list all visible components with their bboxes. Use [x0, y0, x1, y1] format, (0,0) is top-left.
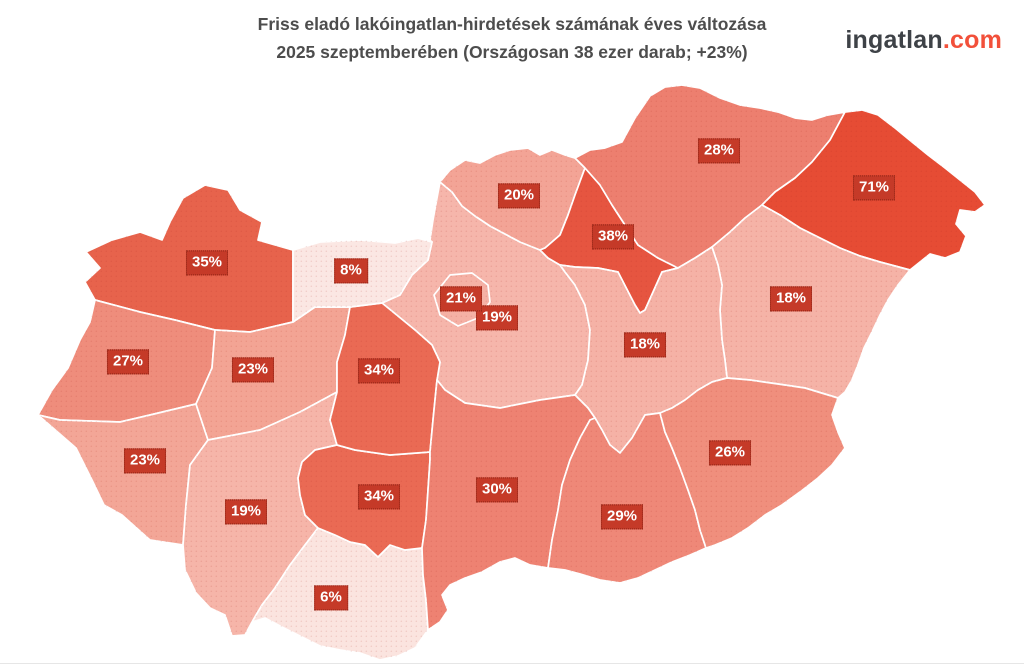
logo-tld-text: .com	[942, 26, 1002, 54]
region-texture-bacs	[422, 380, 595, 630]
region-texture-borsod	[575, 85, 845, 268]
region-texture-zala	[38, 404, 208, 545]
regions-group	[37, 84, 986, 661]
chart-title-line2: 2025 szeptemberében (Országosan 38 ezer …	[276, 42, 748, 62]
ingatlan-logo: ingatlan.com	[845, 26, 1002, 55]
bottom-divider	[0, 663, 1024, 664]
logo-brand-text: ingatlan	[845, 26, 943, 54]
region-texture-csongrad	[548, 413, 706, 583]
chart-title: Friss eladó lakóingatlan-hirdetések szám…	[0, 10, 1024, 66]
region-texture-bekes	[660, 378, 845, 548]
chart-title-line1: Friss eladó lakóingatlan-hirdetések szám…	[257, 14, 767, 34]
